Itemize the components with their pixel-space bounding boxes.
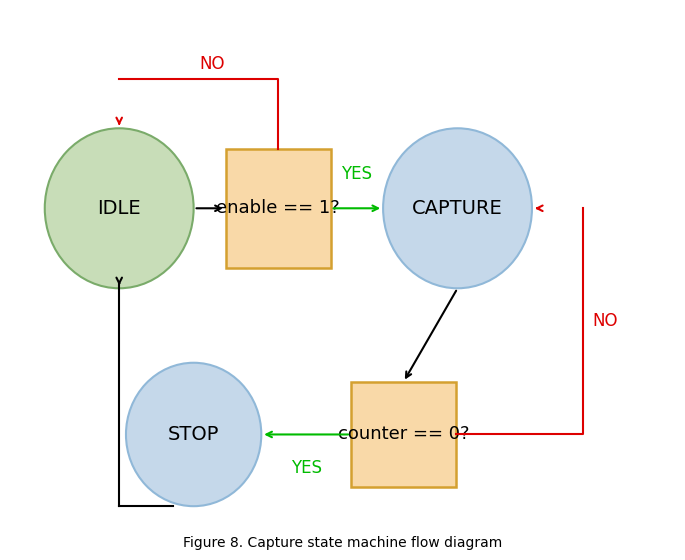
FancyBboxPatch shape bbox=[351, 382, 456, 487]
FancyBboxPatch shape bbox=[226, 149, 331, 268]
Text: enable == 1?: enable == 1? bbox=[216, 199, 340, 217]
Ellipse shape bbox=[45, 128, 194, 288]
Text: IDLE: IDLE bbox=[97, 199, 141, 218]
Text: YES: YES bbox=[290, 459, 322, 477]
Text: STOP: STOP bbox=[168, 425, 219, 444]
Text: Figure 8. Capture state machine flow diagram: Figure 8. Capture state machine flow dia… bbox=[183, 536, 502, 550]
Text: CAPTURE: CAPTURE bbox=[412, 199, 503, 218]
Text: counter == 0?: counter == 0? bbox=[338, 426, 469, 444]
Text: YES: YES bbox=[341, 165, 373, 184]
Text: NO: NO bbox=[199, 55, 225, 73]
Ellipse shape bbox=[126, 363, 261, 506]
Text: NO: NO bbox=[593, 312, 619, 330]
Ellipse shape bbox=[383, 128, 532, 288]
